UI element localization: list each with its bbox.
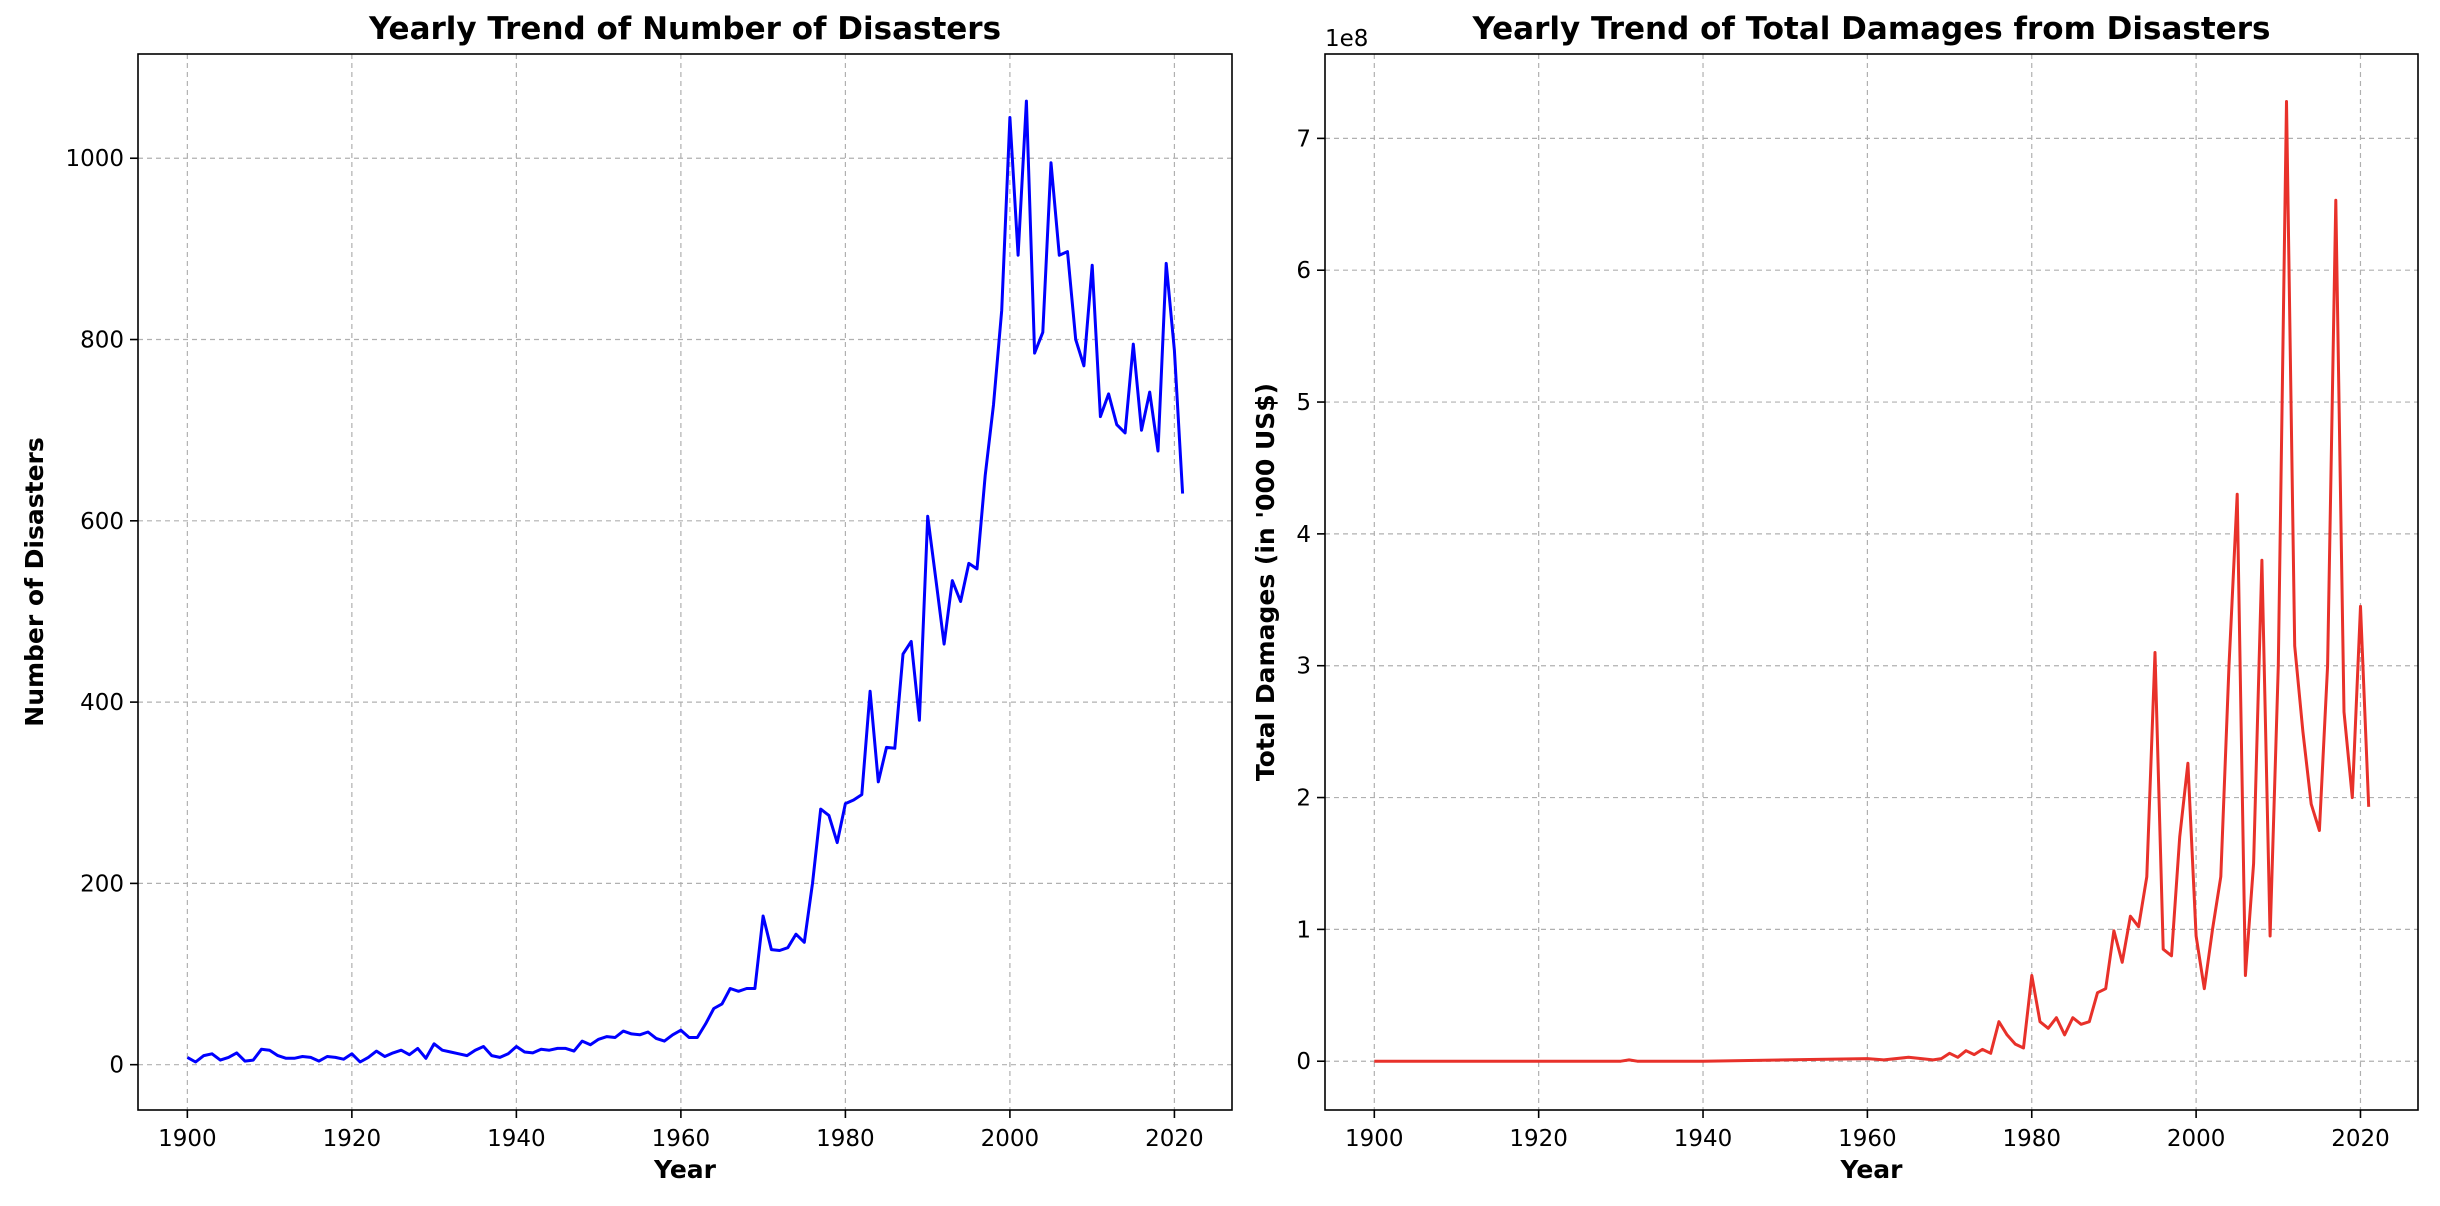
disasters-count-chart: 1900 1920 1940 1960 1980 2000 2020 0 200 400 600 80…: [20, 11, 1233, 1184]
y-axis-label: Number of Disasters: [20, 437, 49, 726]
y-tick-label: 6: [1296, 258, 1311, 284]
x-tick-label: 1980: [816, 1126, 875, 1152]
y-tick-label: 200: [80, 871, 124, 897]
chart-title: Yearly Trend of Number of Disasters: [368, 11, 1001, 47]
plot-frame: [1324, 53, 2419, 1111]
y-scale-offset-label: 1e8: [1325, 26, 1368, 52]
x-tick-label: 2000: [2167, 1126, 2226, 1152]
x-tick-label: 1920: [323, 1126, 382, 1152]
x-tick-label: 1940: [487, 1126, 546, 1152]
series-line: [186, 99, 1185, 1064]
chart-title: Yearly Trend of Total Damages from Disas…: [1472, 11, 2271, 47]
plot-frame: [137, 53, 1233, 1111]
y-tick-label: 3: [1296, 654, 1311, 680]
x-tick-label: 1940: [1674, 1126, 1733, 1152]
y-tick-label: 7: [1296, 126, 1311, 152]
x-tick-label: 1960: [652, 1126, 711, 1152]
x-tick-label: 1900: [1345, 1126, 1404, 1152]
x-tick-label: 2020: [2331, 1126, 2390, 1152]
y-tick-label: 2: [1296, 786, 1311, 812]
x-tick-label: 1960: [1838, 1126, 1897, 1152]
x-tick-label: 1920: [1509, 1126, 1568, 1152]
y-tick-label: 5: [1296, 390, 1311, 416]
y-tick-label: 400: [80, 690, 124, 716]
y-tick-label: 600: [80, 509, 124, 535]
x-tick-label: 2000: [981, 1126, 1040, 1152]
y-axis-label: Total Damages (in '000 US$): [1251, 383, 1280, 781]
y-tick-label: 800: [80, 328, 124, 354]
y-tick-label: 1000: [65, 146, 124, 172]
series-line: [1374, 100, 2371, 1063]
damages-chart: 1900 1920 1940 1960 1980 2000 2020 0 1 2 3 4 5 6 7 Year…: [1251, 11, 2419, 1184]
y-tick-label: 0: [109, 1053, 124, 1079]
x-tick-label: 2020: [1145, 1126, 1204, 1152]
y-tick-label: 4: [1296, 522, 1311, 548]
x-tick-label: 1900: [158, 1126, 217, 1152]
x-axis-label: Year: [1840, 1155, 1904, 1184]
y-tick-label: 1: [1296, 917, 1311, 943]
y-tick-label: 0: [1296, 1049, 1311, 1075]
x-axis-label: Year: [653, 1155, 717, 1184]
x-tick-label: 1980: [2002, 1126, 2061, 1152]
